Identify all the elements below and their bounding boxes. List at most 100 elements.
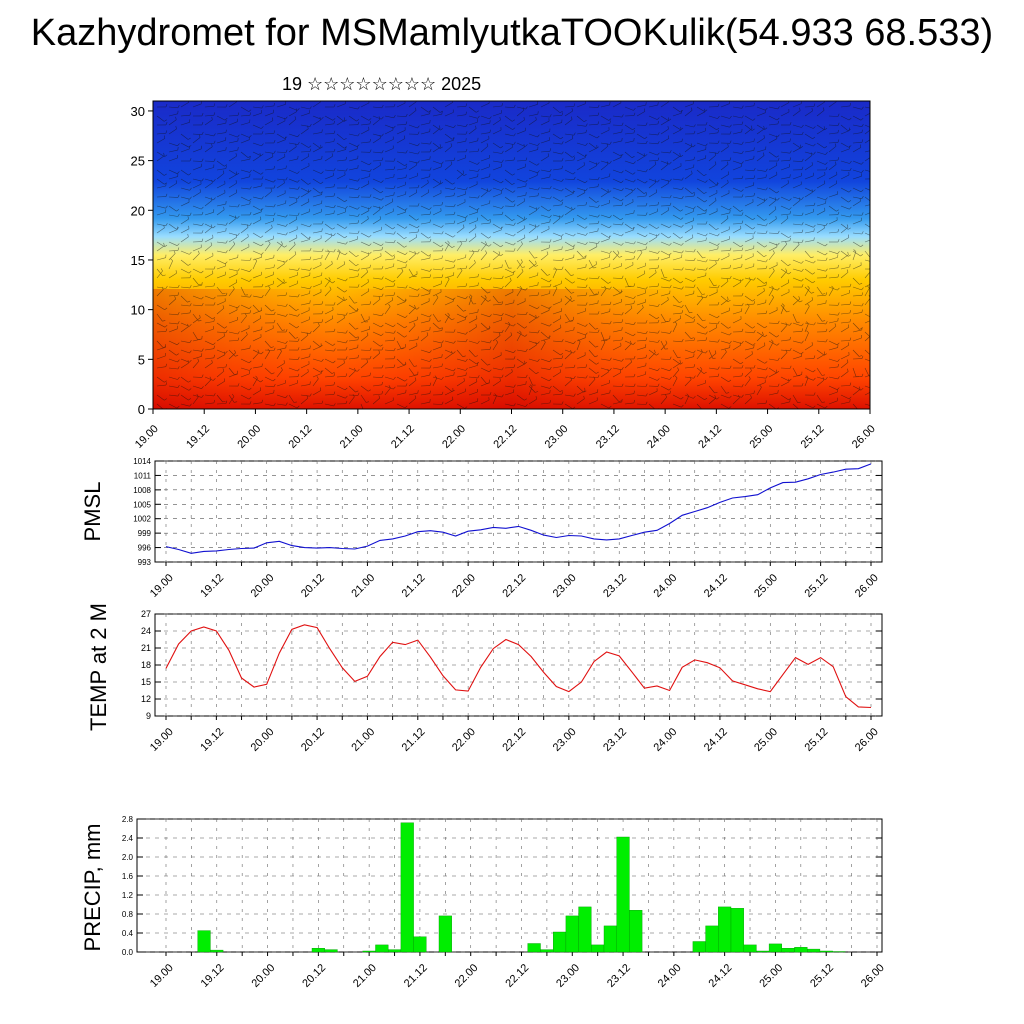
precipitation-x-tick-label: 22.00: [453, 962, 481, 990]
precipitation-x-tick-label: 25.00: [757, 962, 785, 990]
precipitation-y-tick-label: 2.0: [122, 853, 134, 862]
temp-series-line: [165, 624, 872, 709]
profile-x-tick-label: 20.12: [287, 423, 315, 451]
profile-y-tick-label: 10: [131, 303, 145, 318]
pmsl-x-tick-label: 22.00: [450, 572, 478, 600]
precipitation-x-tick-label: 25.12: [808, 962, 836, 990]
profile-x-tick-label: 19.00: [133, 423, 161, 451]
pmsl-x-tick-label: 21.00: [349, 572, 377, 600]
precipitation-x-tick-label: 23.12: [605, 962, 633, 990]
precipitation-x-tick-label: 24.00: [656, 962, 684, 990]
precipitation-bar: [819, 950, 833, 953]
precipitation-bar: [210, 949, 224, 953]
chart-subtitle: 19 ☆☆☆☆☆☆☆☆ 2025: [282, 74, 482, 94]
precipitation-bar: [832, 951, 846, 953]
precipitation-x-tick-label: 20.12: [300, 962, 328, 990]
precipitation-bar: [438, 915, 452, 953]
temperature-y-tick-label: 21: [141, 643, 151, 653]
precipitation-bar: [807, 948, 821, 953]
profile-warm-cores: [153, 289, 870, 409]
temperature-x-tick-label: 22.12: [500, 726, 528, 754]
profile-x-tick-label: 21.00: [338, 423, 366, 451]
precipitation-bar: [705, 925, 719, 953]
profile-x-tick-label: 22.12: [491, 423, 519, 451]
profile-x-tick-label: 21.12: [389, 423, 417, 451]
profile-x-tick-label: 23.00: [543, 423, 571, 451]
profile-x-tick-label: 25.00: [747, 423, 775, 451]
pmsl-x-tick-label: 25.12: [803, 572, 831, 600]
temperature-y-tick-label: 15: [141, 677, 151, 687]
precipitation-bar: [629, 910, 643, 953]
profile-x-tick-label: 23.12: [594, 423, 622, 451]
precipitation-bar: [565, 915, 579, 953]
pmsl-series-line: [165, 463, 872, 554]
precipitation-bar: [756, 950, 770, 953]
temperature-y-tick-label: 27: [141, 609, 151, 619]
pmsl-x-tick-label: 19.12: [198, 572, 226, 600]
temperature-y-tick-label: 12: [141, 694, 151, 704]
temperature-x-tick-label: 24.12: [702, 726, 730, 754]
precipitation-x-tick-label: 20.00: [249, 962, 277, 990]
precipitation-bar: [768, 943, 782, 953]
profile-panel: 0 5 10 15 20 25 30 19.00 19.12 20.00 20.12 21.00 21.…: [131, 100, 878, 451]
precipitation-x-tick-label: 24.12: [707, 962, 735, 990]
precipitation-x-tick-label: 22.12: [503, 962, 531, 990]
precipitation-frame: [136, 818, 883, 953]
profile-y-tick-label: 15: [131, 253, 145, 268]
precipitation-bar: [413, 936, 427, 953]
temperature-x-tick-label: 19.00: [148, 726, 176, 754]
temperature-x-tick-label: 24.00: [651, 726, 679, 754]
profile-y-tick-label: 0: [138, 402, 145, 417]
precipitation-y-tick-label: 0.0: [122, 948, 134, 957]
precipitation-bar: [781, 948, 795, 953]
pmsl-y-tick-label: 1002: [133, 515, 151, 524]
pmsl-frame: [154, 460, 883, 563]
temperature-x-tick-label: 20.00: [249, 726, 277, 754]
precipitation-bar: [718, 906, 732, 953]
pmsl-x-tick-label: 24.00: [651, 572, 679, 600]
precipitation-bar: [197, 930, 211, 953]
precipitation-y-tick-label: 0.4: [122, 929, 134, 938]
temperature-x-tick-label: 19.12: [198, 726, 226, 754]
temp-y-axis-label: TEMP at 2 M: [86, 603, 111, 731]
precipitation-bar: [362, 950, 376, 953]
pmsl-panel: 993 996 999 1002 1005 1008 1011 1014 19.00 19.12 2…: [80, 457, 883, 600]
precipitation-bar: [324, 949, 338, 953]
pmsl-x-tick-label: 23.00: [551, 572, 579, 600]
temperature-x-tick-label: 25.00: [752, 726, 780, 754]
wind-barbs: [156, 101, 870, 409]
precipitation-x-tick-label: 26.00: [859, 962, 887, 990]
profile-x-tick-label: 24.12: [696, 423, 724, 451]
pmsl-y-tick-label: 1014: [133, 457, 151, 466]
precipitation-y-tick-label: 2.4: [122, 834, 134, 843]
precipitation-y-axis-label: PRECIP, mm: [80, 824, 105, 952]
precipitation-bar: [540, 949, 554, 953]
precipitation-bar: [616, 836, 630, 953]
pmsl-y-tick-label: 1005: [133, 500, 151, 509]
precipitation-x-tick-label: 21.00: [351, 962, 379, 990]
profile-y-tick-label: 25: [131, 154, 145, 169]
precipitation-bar: [578, 906, 592, 953]
temperature-x-tick-label: 20.12: [299, 726, 327, 754]
pmsl-x-tick-label: 26.00: [853, 572, 881, 600]
precipitation-bar: [794, 947, 808, 953]
precipitation-y-tick-label: 1.6: [122, 872, 134, 881]
pmsl-y-tick-label: 993: [138, 558, 152, 567]
precipitation-bar: [527, 943, 541, 953]
pmsl-y-tick-label: 996: [138, 544, 152, 553]
pmsl-y-tick-label: 999: [138, 529, 152, 538]
profile-y-tick-label: 20: [131, 203, 145, 218]
temperature-y-tick-label: 9: [146, 711, 151, 721]
pmsl-x-tick-label: 20.00: [249, 572, 277, 600]
precipitation-bar: [692, 941, 706, 953]
profile-x-tick-label: 20.00: [235, 423, 263, 451]
temperature-x-tick-label: 25.12: [803, 726, 831, 754]
pmsl-x-tick-label: 22.12: [500, 572, 528, 600]
precip-panel: 0.0 0.4 0.8 1.2 1.6 2.0 2.4 2.8 19.00 19.12 20.00 2…: [80, 815, 887, 990]
precipitation-bar: [375, 944, 389, 953]
precipitation-y-tick-label: 2.8: [122, 815, 134, 824]
profile-x-tick-label: 25.12: [799, 423, 827, 451]
precipitation-y-tick-label: 0.8: [122, 910, 134, 919]
precipitation-x-tick-label: 19.12: [199, 962, 227, 990]
precipitation-bar: [553, 931, 567, 953]
